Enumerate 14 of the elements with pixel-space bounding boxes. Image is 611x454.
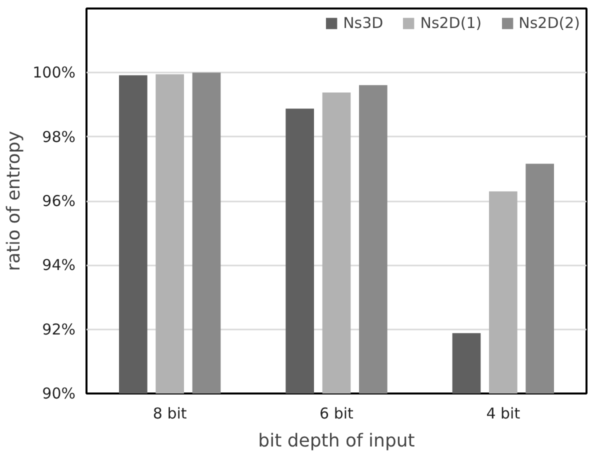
y-tick-label: 100% bbox=[32, 64, 76, 82]
legend-label: Ns2D(2) bbox=[518, 14, 580, 32]
legend-label: Ns2D(1) bbox=[420, 14, 482, 32]
y-tick-label: 90% bbox=[42, 384, 76, 402]
y-tick-label: 96% bbox=[42, 192, 76, 210]
x-axis-title: bit depth of input bbox=[258, 430, 415, 452]
y-tick-label: 94% bbox=[42, 256, 76, 274]
y-tick-label: 98% bbox=[42, 128, 76, 146]
y-axis-title: ratio of entropy bbox=[4, 130, 25, 271]
x-tick-label: 4 bit bbox=[486, 404, 520, 422]
x-tick-label: 6 bit bbox=[320, 404, 354, 422]
y-tick-label: 92% bbox=[42, 320, 76, 338]
x-tick-label: 8 bit bbox=[152, 404, 187, 422]
legend-label: Ns3D bbox=[343, 14, 384, 32]
